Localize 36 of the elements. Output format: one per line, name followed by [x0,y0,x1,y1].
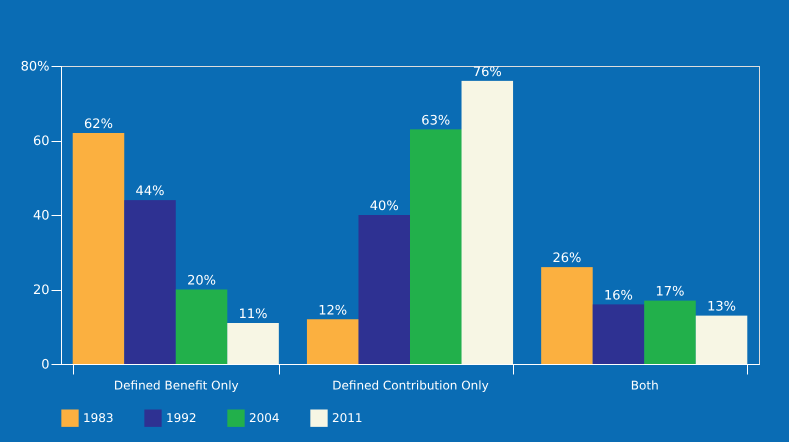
data-label: 44% [136,184,164,200]
data-label: 20% [187,274,216,288]
bar [176,290,228,364]
bar [410,129,462,364]
legend-label: 1992 [166,411,197,426]
x-tick-label: Defined Benefit Only [114,378,239,392]
y-tick-label: 0 [41,358,50,372]
data-label: 11% [238,307,268,322]
data-label: 26% [552,251,582,266]
data-label: 17% [656,284,684,300]
bar [644,300,696,364]
legend-label: 2011 [332,411,363,426]
data-label: 16% [604,288,633,304]
y-tick-label: 80% [20,60,50,74]
y-tick-label: 20 [32,283,50,298]
legend-label: 2004 [249,411,280,426]
bar [358,215,410,364]
bar [72,133,124,364]
bar [227,323,279,364]
bar [696,316,748,364]
bar [124,200,176,364]
data-label: 40% [370,199,399,214]
data-label: 13% [707,300,736,315]
bar [462,80,514,364]
y-tick-label: 60 [32,134,50,149]
data-label: 76% [472,64,502,80]
bar [306,319,358,364]
legend-label: 1983 [83,411,114,426]
bar [592,304,644,364]
x-tick-label: Both [630,378,659,392]
bar [541,267,593,364]
data-label: 62% [84,117,113,132]
x-tick-label: Defined Contribution Only [332,378,489,392]
y-tick-label: 40 [32,208,50,224]
data-label: 63% [421,113,450,128]
data-label: 12% [318,303,348,318]
